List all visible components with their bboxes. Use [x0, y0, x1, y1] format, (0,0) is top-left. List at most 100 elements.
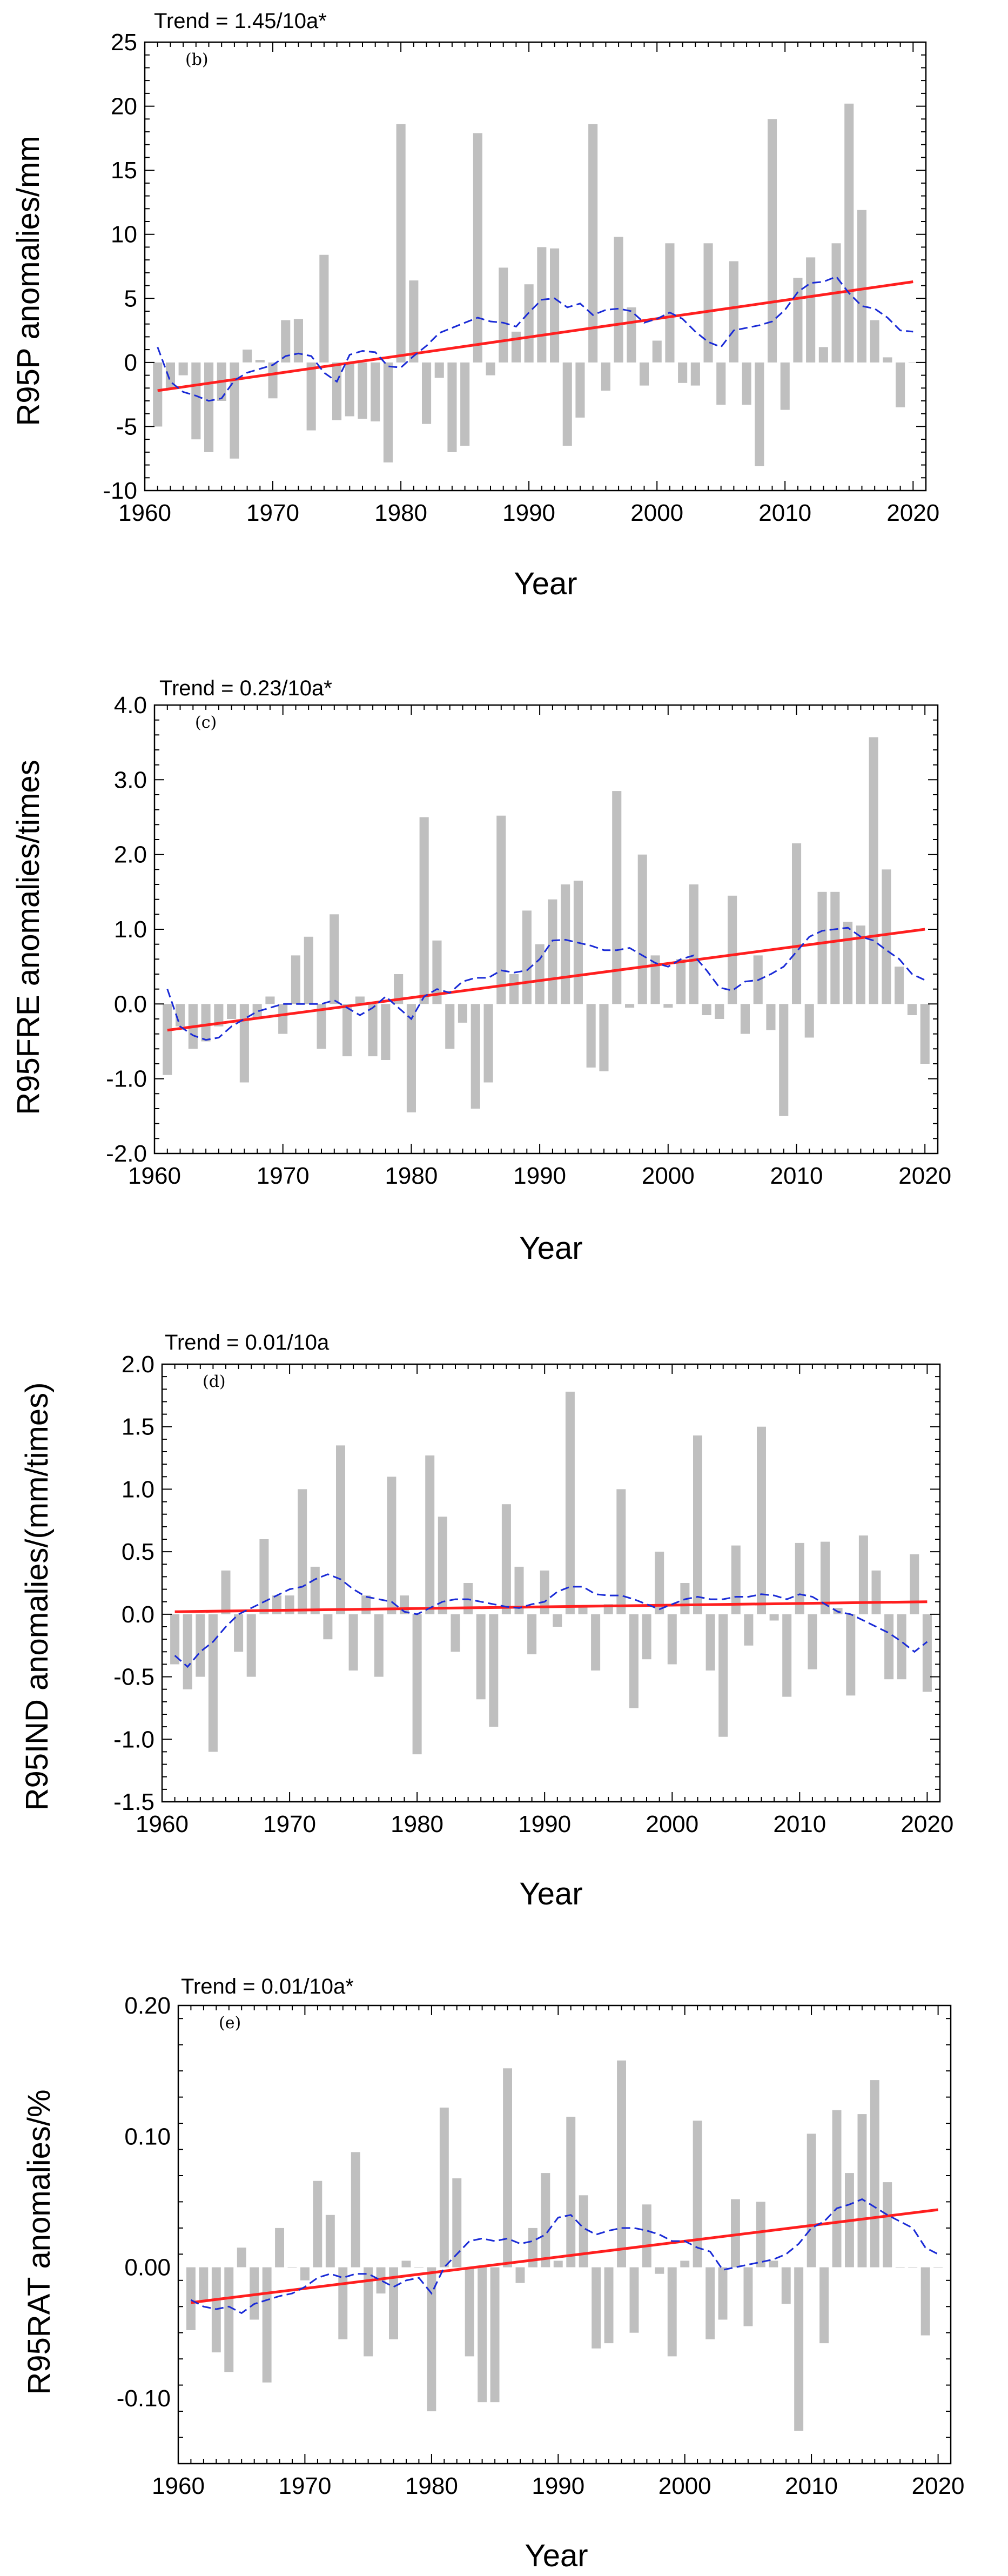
x-tick-label-1960: 1960	[128, 1163, 181, 1189]
bar-1993	[578, 1605, 588, 1614]
bar-2018	[897, 1614, 906, 1680]
bar-1992	[550, 248, 560, 363]
bar-1981	[439, 2108, 449, 2268]
bar-2000	[652, 340, 662, 363]
bar-1990	[553, 2260, 563, 2268]
bar-1986	[473, 133, 482, 363]
bar-1987	[486, 362, 495, 375]
bar-2014	[831, 243, 841, 363]
bar-2012	[806, 257, 816, 363]
y-tick-label-7: 25	[111, 29, 137, 56]
bar-1977	[358, 362, 367, 419]
bar-1989	[541, 2173, 550, 2268]
x-tick-label-1980: 1980	[391, 1811, 443, 1837]
x-tick-label-2010: 2010	[770, 1163, 823, 1189]
bar-1987	[515, 2267, 525, 2283]
bar-2002	[693, 1435, 702, 1614]
bar-1982	[438, 1517, 447, 1614]
bar-2008	[766, 1004, 776, 1030]
smoothed-series-line	[166, 927, 925, 1041]
bar-1988	[528, 2228, 537, 2268]
y-tick-label-7: 2.0	[122, 1351, 154, 1378]
bar-2008	[755, 362, 764, 466]
bar-1974	[351, 2152, 360, 2268]
bar-1989	[511, 331, 521, 363]
bar-1971	[298, 1489, 307, 1614]
y-tick-label-2: -0.5	[113, 1664, 154, 1691]
bar-1981	[409, 280, 419, 363]
bar-2006	[729, 261, 738, 363]
bar-1968	[243, 350, 252, 363]
bar-1982	[452, 2178, 462, 2268]
bar-2000	[663, 1004, 673, 1008]
y-tick-label-3: 0.0	[122, 1601, 154, 1628]
x-tick-label-1960: 1960	[136, 1811, 189, 1837]
x-tick-label-2000: 2000	[642, 1163, 695, 1189]
bar-2020	[922, 1614, 932, 1692]
bar-1983	[434, 362, 444, 378]
bar-1964	[201, 1004, 211, 1042]
x-tick-label-2020: 2020	[912, 2473, 965, 2499]
bar-1990	[524, 284, 534, 363]
plot-frame	[177, 2004, 952, 2465]
y-tick-label-1: -5	[116, 413, 137, 440]
bar-2015	[858, 1535, 868, 1614]
bar-1971	[291, 955, 300, 1004]
y-tick-label-2: 0.10	[124, 2123, 171, 2150]
bar-1995	[588, 124, 598, 363]
bar-1997	[625, 1004, 635, 1008]
bar-2009	[782, 1614, 792, 1697]
bar-1993	[562, 362, 572, 446]
x-tick-label-1980: 1980	[385, 1163, 438, 1189]
bar-1968	[252, 1004, 262, 1019]
bar-1985	[471, 1004, 480, 1109]
bar-1970	[268, 362, 278, 399]
x-tick-label-2020: 2020	[898, 1163, 951, 1189]
bar-1990	[535, 944, 545, 1004]
x-tick-label-1970: 1970	[263, 1811, 316, 1837]
bar-2020	[920, 1004, 930, 1064]
x-axis-title: Year	[514, 566, 577, 601]
y-tick-label-5: 15	[111, 157, 137, 184]
y-tick-label-3: 1.0	[114, 916, 147, 943]
bar-1963	[178, 362, 188, 375]
bar-2007	[769, 2260, 778, 2268]
chart-panel-e: Trend = 0.01/10a* R95RAT anomalies/% Yea…	[22, 1975, 965, 2573]
bar-1999	[667, 2267, 677, 2357]
panel-label: (e)	[219, 2014, 241, 2032]
bar-1966	[227, 1004, 237, 1019]
bar-1992	[579, 2195, 588, 2268]
bar-1982	[422, 362, 432, 424]
x-tick-label-1980: 1980	[374, 500, 427, 526]
x-tick-label-2020: 2020	[886, 500, 939, 526]
bar-1973	[323, 1614, 333, 1640]
bar-2002	[705, 2267, 715, 2339]
bar-1996	[612, 791, 622, 1004]
bar-2016	[871, 1570, 881, 1614]
bar-1961	[153, 362, 163, 427]
bar-1995	[599, 1004, 609, 1071]
bar-2014	[857, 2114, 867, 2268]
x-axis-title: Year	[519, 1231, 582, 1266]
y-tick-label-4: 2.0	[114, 842, 147, 868]
x-tick-label-1970: 1970	[246, 500, 299, 526]
bar-1988	[499, 267, 508, 363]
bar-2002	[689, 884, 698, 1004]
bar-2004	[718, 1614, 728, 1737]
bar-1978	[381, 1004, 391, 1060]
bar-1991	[553, 1614, 562, 1627]
bar-1991	[537, 247, 547, 363]
bar-1988	[509, 974, 519, 1004]
bar-1993	[592, 2267, 601, 2349]
bar-2007	[742, 362, 751, 405]
bar-1967	[239, 1004, 249, 1083]
trend-label: Trend = 0.23/10a*	[159, 676, 332, 700]
y-tick-label-0: -2.0	[106, 1141, 147, 1167]
y-axis-title: R95RAT anomalies/%	[22, 2089, 57, 2394]
bar-1973	[317, 1004, 326, 1049]
bar-1986	[489, 1614, 499, 1727]
bar-1998	[637, 854, 647, 1004]
bar-1978	[401, 2260, 411, 2268]
bar-1972	[310, 1566, 320, 1614]
